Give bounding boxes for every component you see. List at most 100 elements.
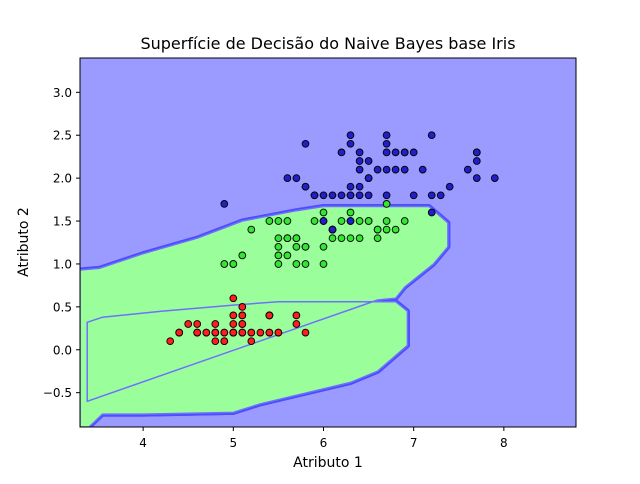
data-point-class-1 bbox=[346, 234, 355, 243]
data-point-class-2 bbox=[472, 148, 481, 157]
data-point-class-1 bbox=[355, 234, 364, 243]
data-point-class-2 bbox=[382, 131, 391, 140]
data-point-class-2 bbox=[490, 174, 499, 182]
data-point-class-1 bbox=[337, 234, 346, 243]
x-tick-label: 8 bbox=[500, 436, 508, 450]
data-point-class-1 bbox=[382, 225, 391, 234]
data-point-class-2 bbox=[301, 139, 310, 148]
data-point-class-0 bbox=[175, 328, 184, 337]
data-point-class-1 bbox=[292, 260, 301, 268]
data-point-class-2 bbox=[346, 131, 355, 140]
data-point-class-1 bbox=[274, 251, 283, 260]
data-point-class-2 bbox=[364, 174, 373, 182]
data-point-class-0 bbox=[292, 320, 301, 328]
data-point-class-0 bbox=[238, 303, 247, 311]
data-point-class-1 bbox=[274, 260, 283, 268]
data-point-class-0 bbox=[229, 320, 238, 328]
data-point-class-1 bbox=[292, 242, 301, 251]
data-point-class-0 bbox=[238, 311, 247, 320]
data-point-class-2 bbox=[355, 191, 364, 200]
data-point-class-1 bbox=[247, 225, 256, 234]
data-point-class-2 bbox=[328, 191, 337, 200]
data-point-class-2 bbox=[310, 191, 319, 200]
data-point-class-0 bbox=[220, 337, 229, 346]
data-point-class-2 bbox=[463, 165, 472, 174]
y-tick-label: 0.0 bbox=[53, 343, 72, 357]
data-point-class-1 bbox=[391, 225, 400, 234]
data-point-class-1 bbox=[274, 242, 283, 251]
y-tick-label: 2.5 bbox=[53, 129, 72, 143]
data-point-class-0 bbox=[247, 337, 256, 346]
decision-regions bbox=[80, 204, 451, 427]
data-point-class-1 bbox=[229, 260, 238, 268]
data-point-class-2 bbox=[409, 191, 418, 200]
data-point-class-2 bbox=[409, 148, 418, 157]
plot-area bbox=[80, 58, 576, 427]
data-point-class-0 bbox=[247, 328, 256, 337]
data-point-class-0 bbox=[229, 311, 238, 320]
data-point-class-1 bbox=[283, 251, 292, 260]
data-point-class-1 bbox=[238, 251, 247, 260]
data-point-class-2 bbox=[382, 191, 391, 200]
decision-region-class-1 bbox=[80, 205, 449, 427]
data-point-class-1 bbox=[301, 242, 310, 251]
data-point-class-2 bbox=[355, 182, 364, 191]
x-tick-label: 5 bbox=[229, 436, 237, 450]
data-point-class-2 bbox=[427, 191, 436, 200]
data-point-class-1 bbox=[346, 208, 355, 217]
data-point-class-0 bbox=[211, 320, 220, 328]
data-point-class-0 bbox=[265, 328, 274, 337]
data-point-class-2 bbox=[355, 148, 364, 157]
data-point-class-0 bbox=[193, 328, 202, 337]
data-point-class-0 bbox=[229, 294, 238, 303]
data-point-class-1 bbox=[220, 260, 229, 268]
data-point-class-2 bbox=[382, 165, 391, 174]
data-point-class-1 bbox=[274, 234, 283, 243]
data-point-class-0 bbox=[256, 328, 265, 337]
data-point-class-0 bbox=[301, 328, 310, 337]
y-tick-label: 1.0 bbox=[53, 257, 72, 271]
plot-frame bbox=[79, 57, 577, 428]
data-point-class-2 bbox=[319, 217, 328, 225]
data-point-class-1 bbox=[265, 217, 274, 225]
y-axis-label: Atributo 2 bbox=[16, 207, 32, 277]
data-point-class-2 bbox=[427, 208, 436, 217]
data-point-class-1 bbox=[283, 234, 292, 243]
data-point-class-2 bbox=[319, 191, 328, 200]
data-point-class-2 bbox=[364, 157, 373, 165]
data-point-class-1 bbox=[292, 234, 301, 243]
data-point-class-1 bbox=[328, 234, 337, 243]
x-tick-label: 6 bbox=[320, 436, 328, 450]
data-point-class-2 bbox=[292, 174, 301, 182]
y-tick-label: 1.5 bbox=[53, 215, 72, 229]
data-point-class-1 bbox=[382, 217, 391, 225]
data-point-class-0 bbox=[166, 337, 175, 346]
data-point-class-2 bbox=[220, 200, 229, 208]
chart-title: Superfície de Decisão do Naive Bayes bas… bbox=[140, 34, 515, 53]
data-point-class-2 bbox=[346, 182, 355, 191]
data-point-class-2 bbox=[355, 157, 364, 165]
data-point-class-2 bbox=[337, 148, 346, 157]
data-points bbox=[166, 131, 499, 346]
data-point-class-2 bbox=[436, 191, 445, 200]
data-point-class-1 bbox=[301, 260, 310, 268]
y-tick-label: 2.0 bbox=[53, 172, 72, 186]
data-point-class-0 bbox=[292, 311, 301, 320]
data-point-class-2 bbox=[346, 139, 355, 148]
data-point-class-1 bbox=[319, 208, 328, 217]
data-point-class-1 bbox=[337, 217, 346, 225]
data-point-class-0 bbox=[202, 328, 211, 337]
data-point-class-0 bbox=[193, 320, 202, 328]
data-point-class-2 bbox=[346, 191, 355, 200]
data-point-class-1 bbox=[400, 217, 409, 225]
y-axis: −0.5 0.0 0.5 1.0 1.5 2.0 2.5 3.0 bbox=[43, 86, 80, 400]
data-point-class-0 bbox=[220, 328, 229, 337]
data-point-class-1 bbox=[319, 242, 328, 251]
data-point-class-2 bbox=[445, 182, 454, 191]
y-tick-label: −0.5 bbox=[43, 386, 72, 400]
data-point-class-2 bbox=[418, 165, 427, 174]
data-point-class-2 bbox=[400, 165, 409, 174]
data-point-class-1 bbox=[319, 260, 328, 268]
data-point-class-2 bbox=[382, 148, 391, 157]
